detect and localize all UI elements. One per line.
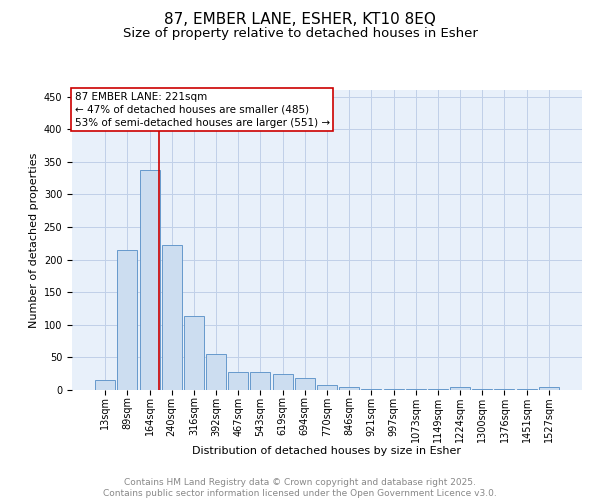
Bar [162, 244, 182, 390]
Bar [140, 170, 160, 390]
Bar [228, 372, 248, 390]
Bar [118, 250, 137, 390]
Text: 87, EMBER LANE, ESHER, KT10 8EQ: 87, EMBER LANE, ESHER, KT10 8EQ [164, 12, 436, 28]
Bar [450, 388, 470, 390]
Text: Size of property relative to detached houses in Esher: Size of property relative to detached ho… [122, 28, 478, 40]
Bar [361, 388, 382, 390]
X-axis label: Distribution of detached houses by size in Esher: Distribution of detached houses by size … [193, 446, 461, 456]
Text: Contains HM Land Registry data © Crown copyright and database right 2025.
Contai: Contains HM Land Registry data © Crown c… [103, 478, 497, 498]
Bar [317, 386, 337, 390]
Y-axis label: Number of detached properties: Number of detached properties [29, 152, 40, 328]
Bar [95, 380, 115, 390]
Bar [272, 374, 293, 390]
Bar [184, 316, 204, 390]
Bar [339, 386, 359, 390]
Bar [206, 354, 226, 390]
Text: 87 EMBER LANE: 221sqm
← 47% of detached houses are smaller (485)
53% of semi-det: 87 EMBER LANE: 221sqm ← 47% of detached … [74, 92, 329, 128]
Bar [539, 388, 559, 390]
Bar [250, 372, 271, 390]
Bar [295, 378, 315, 390]
